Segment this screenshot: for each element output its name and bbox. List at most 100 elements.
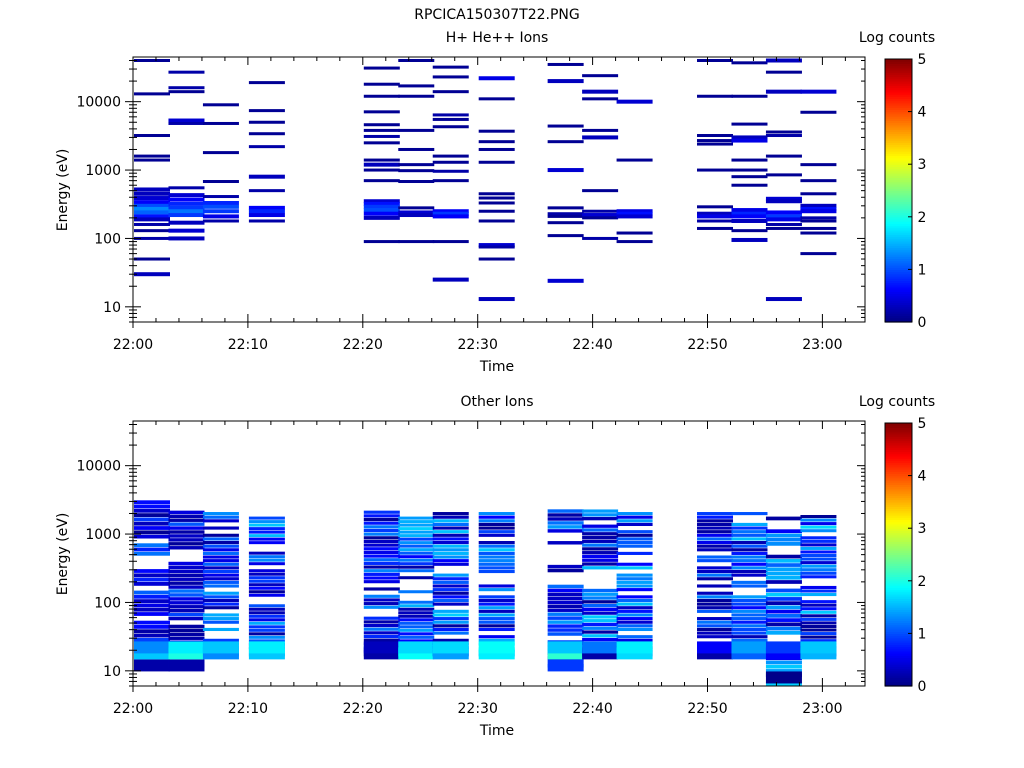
colorbar-tick-label: 0 xyxy=(918,315,927,331)
heatmap-cell xyxy=(248,109,285,113)
heatmap-cell xyxy=(134,206,170,211)
colorbar-swatch xyxy=(885,490,912,494)
colorbar-swatch xyxy=(885,87,912,91)
heatmap-cell xyxy=(432,117,469,121)
heatmap-cell xyxy=(800,564,837,568)
heatmap-cell xyxy=(800,231,837,235)
colorbar-swatch xyxy=(885,315,912,319)
colorbar-swatch xyxy=(885,477,912,481)
heatmap-cell xyxy=(582,630,619,634)
x-tick-label: 22:30 xyxy=(458,701,498,717)
heatmap-cell xyxy=(697,566,734,570)
heatmap-cell xyxy=(248,641,285,654)
colorbar-swatch xyxy=(885,289,912,292)
heatmap-cell xyxy=(398,628,435,632)
heatmap-cell xyxy=(800,624,837,628)
colorbar-swatch xyxy=(885,137,912,141)
heatmap-cell xyxy=(547,588,584,593)
heatmap-cell xyxy=(398,169,435,173)
heatmap-cell xyxy=(616,540,653,545)
heatmap-cell xyxy=(363,525,400,529)
heatmap-cell xyxy=(616,595,653,599)
colorbar-swatch xyxy=(885,208,912,211)
heatmap-cell xyxy=(134,203,170,208)
heatmap-cell xyxy=(168,546,205,550)
heatmap-cell xyxy=(363,587,400,591)
heatmap-cell xyxy=(168,569,205,574)
heatmap-cell xyxy=(478,519,515,523)
heatmap-cell xyxy=(478,551,515,555)
heatmap-cell xyxy=(616,537,653,541)
heatmap-cell xyxy=(202,562,239,566)
colorbar-swatch xyxy=(885,216,912,220)
heatmap-cell xyxy=(478,620,515,624)
heatmap-cell xyxy=(582,128,619,132)
y-axis: 10 100 1000 10000 xyxy=(76,59,865,323)
heatmap-cell xyxy=(478,569,515,574)
heatmap-cell xyxy=(800,610,837,614)
colorbar-swatch xyxy=(885,475,912,479)
heatmap-cell xyxy=(582,558,619,562)
colorbar-swatch xyxy=(885,453,912,457)
colorbar-swatch xyxy=(885,563,912,567)
heatmap-cell xyxy=(800,525,837,529)
heatmap-cell xyxy=(363,215,400,220)
heatmap-cell xyxy=(432,75,469,79)
heatmap-cell xyxy=(765,217,802,222)
heatmap-cell xyxy=(248,120,285,124)
colorbar-swatch xyxy=(885,109,912,113)
heatmap-cell xyxy=(248,527,285,531)
heatmap-cell xyxy=(731,214,768,219)
heatmap-cell xyxy=(363,550,400,555)
colorbar-swatch xyxy=(885,526,912,529)
heatmap-cell xyxy=(547,168,584,173)
heatmap-cell xyxy=(478,627,515,632)
heatmap-cell xyxy=(398,607,435,611)
heatmap-cell xyxy=(478,613,515,617)
heatmap-cell xyxy=(363,162,400,167)
heatmap-cells xyxy=(134,58,837,302)
heatmap-cell xyxy=(765,130,802,134)
heatmap-cell xyxy=(398,520,435,524)
heatmap-cell xyxy=(731,544,768,548)
heatmap-cell xyxy=(616,566,653,570)
colorbar-swatch xyxy=(885,569,912,573)
colorbar-swatch xyxy=(885,172,912,176)
colorbar-swatch xyxy=(885,661,912,665)
colorbar-swatch xyxy=(885,262,912,266)
heatmap-cell xyxy=(765,609,802,614)
heatmap-cell xyxy=(168,581,205,585)
heatmap-cell xyxy=(398,639,435,643)
heatmap-cell xyxy=(134,594,170,599)
heatmap-cell xyxy=(582,607,619,612)
colorbar-swatch xyxy=(885,666,912,670)
heatmap-cell xyxy=(248,579,285,583)
heatmap-cell xyxy=(547,529,584,533)
colorbar-swatch xyxy=(885,506,912,510)
heatmap-cell xyxy=(800,571,837,575)
heatmap-cell xyxy=(202,617,239,621)
heatmap-cell xyxy=(248,145,285,149)
colorbar-swatch xyxy=(885,618,912,621)
colorbar-swatch xyxy=(885,260,912,264)
colorbar-swatch xyxy=(885,613,912,617)
heatmap-cell xyxy=(697,627,734,632)
heatmap-cell xyxy=(248,621,285,625)
heatmap-cell xyxy=(432,624,469,628)
heatmap-cell xyxy=(697,577,734,581)
colorbar-swatch xyxy=(885,212,912,216)
heatmap-cell xyxy=(478,147,515,151)
heatmap-cell xyxy=(432,526,469,530)
heatmap-cell xyxy=(765,554,802,559)
colorbar-swatch xyxy=(885,433,912,437)
colorbar-swatch xyxy=(885,72,912,75)
colorbar-swatch xyxy=(885,510,912,514)
heatmap-cell xyxy=(547,596,584,601)
colorbar-swatch xyxy=(885,504,912,507)
heatmap-cell xyxy=(398,600,435,604)
heatmap-cell xyxy=(731,94,768,98)
heatmap-cell xyxy=(582,588,619,593)
heatmap-cell xyxy=(134,590,170,595)
